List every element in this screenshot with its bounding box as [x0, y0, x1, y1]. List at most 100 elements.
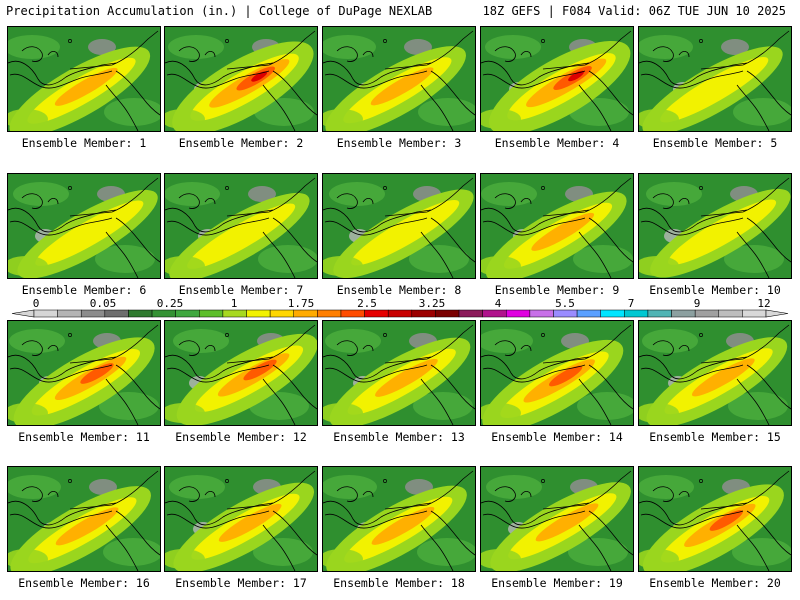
- ensemble-member-label: Ensemble Member: 3: [336, 136, 462, 150]
- precip-map: [165, 27, 317, 131]
- legend-tick-label: 12: [757, 297, 771, 310]
- legend-color-swatch: [742, 309, 767, 318]
- legend-color-swatch: [647, 309, 672, 318]
- ensemble-panel: [638, 466, 792, 572]
- ensemble-member-label: Ensemble Member: 8: [336, 283, 462, 297]
- ensemble-member-label: Ensemble Member: 19: [491, 576, 623, 590]
- ensemble-member-label: Ensemble Member: 4: [494, 136, 620, 150]
- precip-map: [323, 321, 475, 425]
- ensemble-panel: [480, 320, 634, 426]
- legend-tick-label: 5.5: [555, 297, 575, 310]
- ensemble-panel: [480, 26, 634, 132]
- legend-color-swatch: [671, 309, 696, 318]
- precip-map: [639, 27, 791, 131]
- precip-map: [165, 467, 317, 571]
- precip-map: [8, 321, 160, 425]
- ensemble-panel: [164, 466, 318, 572]
- legend-color-swatch: [269, 309, 294, 318]
- precip-map: [481, 467, 633, 571]
- ensemble-panel: [164, 26, 318, 132]
- legend-color-swatch: [506, 309, 531, 318]
- ensemble-member-label: Ensemble Member: 1: [21, 136, 147, 150]
- ensemble-member-label: Ensemble Member: 10: [649, 283, 781, 297]
- ensemble-member-label: Ensemble Member: 2: [178, 136, 304, 150]
- legend-color-swatch: [80, 309, 106, 318]
- legend-color-swatch: [246, 309, 271, 318]
- legend-tick-label: 3.25: [418, 297, 446, 310]
- precip-map: [165, 321, 317, 425]
- legend-tick-label: 7: [627, 297, 635, 310]
- ensemble-panel: [480, 173, 634, 279]
- legend-tick-label: 9: [693, 297, 701, 310]
- color-scale-legend: [11, 309, 789, 318]
- ensemble-panel: [164, 320, 318, 426]
- precip-map: [323, 174, 475, 278]
- ensemble-member-label: Ensemble Member: 9: [494, 283, 620, 297]
- legend-tick-label: 0.25: [156, 297, 184, 310]
- ensemble-member-label: Ensemble Member: 7: [178, 283, 304, 297]
- ensemble-panel: [480, 466, 634, 572]
- precip-map: [481, 174, 633, 278]
- legend-tick-label: 4: [494, 297, 502, 310]
- legend-color-swatch: [199, 309, 224, 318]
- ensemble-panel: [638, 320, 792, 426]
- chart-title: Precipitation Accumulation (in.) | Colle…: [6, 4, 433, 18]
- precip-map: [481, 321, 633, 425]
- legend-color-swatch: [529, 309, 554, 318]
- legend-color-swatch: [387, 309, 413, 318]
- legend-tick-label: 0: [32, 297, 40, 310]
- ensemble-panel: [7, 173, 161, 279]
- legend-color-swatch: [553, 309, 578, 318]
- legend-color-swatch: [576, 309, 601, 318]
- legend-color-swatch: [624, 309, 649, 318]
- ensemble-panel: [164, 173, 318, 279]
- ensemble-member-label: Ensemble Member: 17: [175, 576, 307, 590]
- ensemble-panel: [7, 320, 161, 426]
- ensemble-panel: [322, 466, 476, 572]
- ensemble-member-label: Ensemble Member: 18: [333, 576, 465, 590]
- ensemble-member-label: Ensemble Member: 12: [175, 430, 307, 444]
- ensemble-member-label: Ensemble Member: 13: [333, 430, 465, 444]
- legend-tick-label: 1.75: [287, 297, 315, 310]
- legend-color-swatch: [317, 309, 342, 318]
- ensemble-panel: [7, 26, 161, 132]
- ensemble-member-label: Ensemble Member: 15: [649, 430, 781, 444]
- precip-map: [323, 467, 475, 571]
- ensemble-panel: [7, 466, 161, 572]
- legend-color-swatch: [411, 309, 436, 318]
- legend-color-swatch: [33, 309, 58, 318]
- precip-map: [639, 467, 791, 571]
- precip-map: [165, 174, 317, 278]
- model-run-info: 18Z GEFS | F084 Valid: 06Z TUE JUN 10 20…: [482, 4, 786, 18]
- legend-color-swatch: [151, 309, 176, 318]
- legend-color-swatch: [364, 309, 389, 318]
- ensemble-panel: [638, 173, 792, 279]
- precip-map: [8, 467, 160, 571]
- legend-color-swatch: [104, 309, 129, 318]
- legend-color-swatch: [175, 309, 200, 318]
- ensemble-panel: [322, 320, 476, 426]
- legend-color-swatch: [718, 309, 743, 318]
- legend-tick-label: 2.5: [357, 297, 377, 310]
- legend-color-swatch: [435, 309, 460, 318]
- legend-color-swatch: [128, 309, 153, 318]
- ensemble-panel: [322, 173, 476, 279]
- ensemble-member-label: Ensemble Member: 14: [491, 430, 623, 444]
- ensemble-member-label: Ensemble Member: 20: [649, 576, 781, 590]
- legend-tick-label: 0.05: [89, 297, 117, 310]
- precip-map: [481, 27, 633, 131]
- ensemble-panel: [638, 26, 792, 132]
- legend-color-swatch: [57, 309, 82, 318]
- ensemble-panel: [322, 26, 476, 132]
- ensemble-member-label: Ensemble Member: 16: [18, 576, 150, 590]
- precip-map: [8, 27, 160, 131]
- legend-color-swatch: [458, 309, 483, 318]
- precip-map: [639, 174, 791, 278]
- precip-map: [639, 321, 791, 425]
- legend-color-swatch: [694, 309, 720, 318]
- ensemble-member-label: Ensemble Member: 6: [21, 283, 147, 297]
- precip-map: [323, 27, 475, 131]
- legend-color-swatch: [600, 309, 625, 318]
- ensemble-member-label: Ensemble Member: 5: [652, 136, 778, 150]
- legend-tick-label: 1: [230, 297, 238, 310]
